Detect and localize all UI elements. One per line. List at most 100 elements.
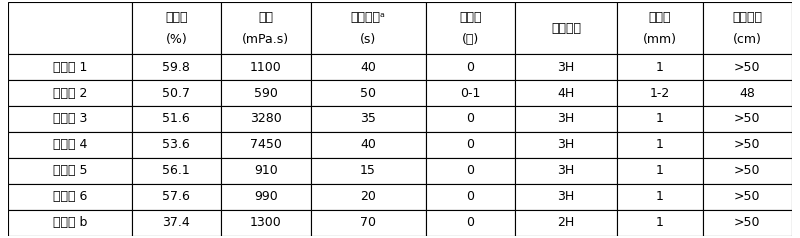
Text: >50: >50 xyxy=(734,216,761,229)
Bar xyxy=(131,2,221,54)
Text: 0: 0 xyxy=(466,139,474,151)
Text: 0: 0 xyxy=(466,61,474,74)
Text: 1: 1 xyxy=(656,61,664,74)
Text: 1: 1 xyxy=(656,216,664,229)
Bar xyxy=(131,54,221,80)
Text: 3H: 3H xyxy=(558,113,574,125)
Bar xyxy=(221,210,310,236)
Bar xyxy=(221,106,310,132)
Text: 实施例 2: 实施例 2 xyxy=(53,87,87,99)
Text: 53.6: 53.6 xyxy=(162,139,190,151)
Text: 实施例 1: 实施例 1 xyxy=(53,61,87,74)
Text: 3H: 3H xyxy=(558,139,574,151)
Text: 3280: 3280 xyxy=(250,113,282,125)
Text: 50.7: 50.7 xyxy=(162,87,190,99)
Bar xyxy=(221,2,310,54)
Bar xyxy=(8,80,131,106)
Text: 冲击性能: 冲击性能 xyxy=(732,11,762,25)
Bar xyxy=(131,106,221,132)
Text: 990: 990 xyxy=(254,190,278,203)
Bar xyxy=(426,54,515,80)
Bar xyxy=(310,158,426,184)
Bar xyxy=(702,210,792,236)
Text: >50: >50 xyxy=(734,113,761,125)
Text: 590: 590 xyxy=(254,87,278,99)
Text: 56.1: 56.1 xyxy=(162,164,190,177)
Text: 1: 1 xyxy=(656,164,664,177)
Text: 3H: 3H xyxy=(558,190,574,203)
Bar xyxy=(515,132,618,158)
Text: 7450: 7450 xyxy=(250,139,282,151)
Text: 20: 20 xyxy=(360,190,376,203)
Bar xyxy=(702,54,792,80)
Text: 48: 48 xyxy=(739,87,755,99)
Bar xyxy=(426,80,515,106)
Text: 固含量: 固含量 xyxy=(165,11,187,25)
Text: (mPa.s): (mPa.s) xyxy=(242,33,290,46)
Text: 59.8: 59.8 xyxy=(162,61,190,74)
Bar xyxy=(131,132,221,158)
Bar xyxy=(8,132,131,158)
Text: (%): (%) xyxy=(166,33,187,46)
Bar xyxy=(618,80,702,106)
Bar xyxy=(426,106,515,132)
Text: 0-1: 0-1 xyxy=(460,87,481,99)
Bar xyxy=(702,80,792,106)
Bar xyxy=(310,132,426,158)
Bar xyxy=(310,80,426,106)
Text: 实施例 3: 实施例 3 xyxy=(53,113,87,125)
Text: 1: 1 xyxy=(656,139,664,151)
Text: 35: 35 xyxy=(360,113,376,125)
Text: 3H: 3H xyxy=(558,61,574,74)
Bar xyxy=(515,210,618,236)
Text: >50: >50 xyxy=(734,190,761,203)
Bar xyxy=(221,184,310,210)
Text: 1100: 1100 xyxy=(250,61,282,74)
Bar xyxy=(702,158,792,184)
Bar xyxy=(131,210,221,236)
Text: 固化时间ᵃ: 固化时间ᵃ xyxy=(350,11,386,25)
Bar xyxy=(310,2,426,54)
Bar xyxy=(515,158,618,184)
Text: 37.4: 37.4 xyxy=(162,216,190,229)
Bar xyxy=(618,54,702,80)
Text: 50: 50 xyxy=(360,87,376,99)
Bar xyxy=(426,132,515,158)
Bar xyxy=(702,106,792,132)
Text: 粘度: 粘度 xyxy=(258,11,274,25)
Bar xyxy=(131,80,221,106)
Text: (s): (s) xyxy=(360,33,376,46)
Text: >50: >50 xyxy=(734,61,761,74)
Bar xyxy=(131,184,221,210)
Text: 实施例 4: 实施例 4 xyxy=(53,139,87,151)
Text: 附着力: 附着力 xyxy=(459,11,482,25)
Text: 实施例 6: 实施例 6 xyxy=(53,190,87,203)
Text: 40: 40 xyxy=(360,139,376,151)
Bar xyxy=(426,210,515,236)
Bar xyxy=(618,132,702,158)
Bar xyxy=(310,184,426,210)
Text: 1: 1 xyxy=(656,190,664,203)
Text: 51.6: 51.6 xyxy=(162,113,190,125)
Text: 57.6: 57.6 xyxy=(162,190,190,203)
Bar xyxy=(702,132,792,158)
Bar xyxy=(515,2,618,54)
Bar xyxy=(310,54,426,80)
Bar xyxy=(426,158,515,184)
Text: 910: 910 xyxy=(254,164,278,177)
Text: 铅笔硬度: 铅笔硬度 xyxy=(551,22,581,35)
Text: 实施例 5: 实施例 5 xyxy=(53,164,87,177)
Text: 0: 0 xyxy=(466,190,474,203)
Bar xyxy=(8,106,131,132)
Bar xyxy=(8,184,131,210)
Text: 70: 70 xyxy=(360,216,376,229)
Bar xyxy=(131,158,221,184)
Text: 0: 0 xyxy=(466,164,474,177)
Bar xyxy=(618,210,702,236)
Bar xyxy=(515,54,618,80)
Text: 15: 15 xyxy=(360,164,376,177)
Bar xyxy=(515,184,618,210)
Text: 40: 40 xyxy=(360,61,376,74)
Bar xyxy=(426,184,515,210)
Bar xyxy=(8,2,131,54)
